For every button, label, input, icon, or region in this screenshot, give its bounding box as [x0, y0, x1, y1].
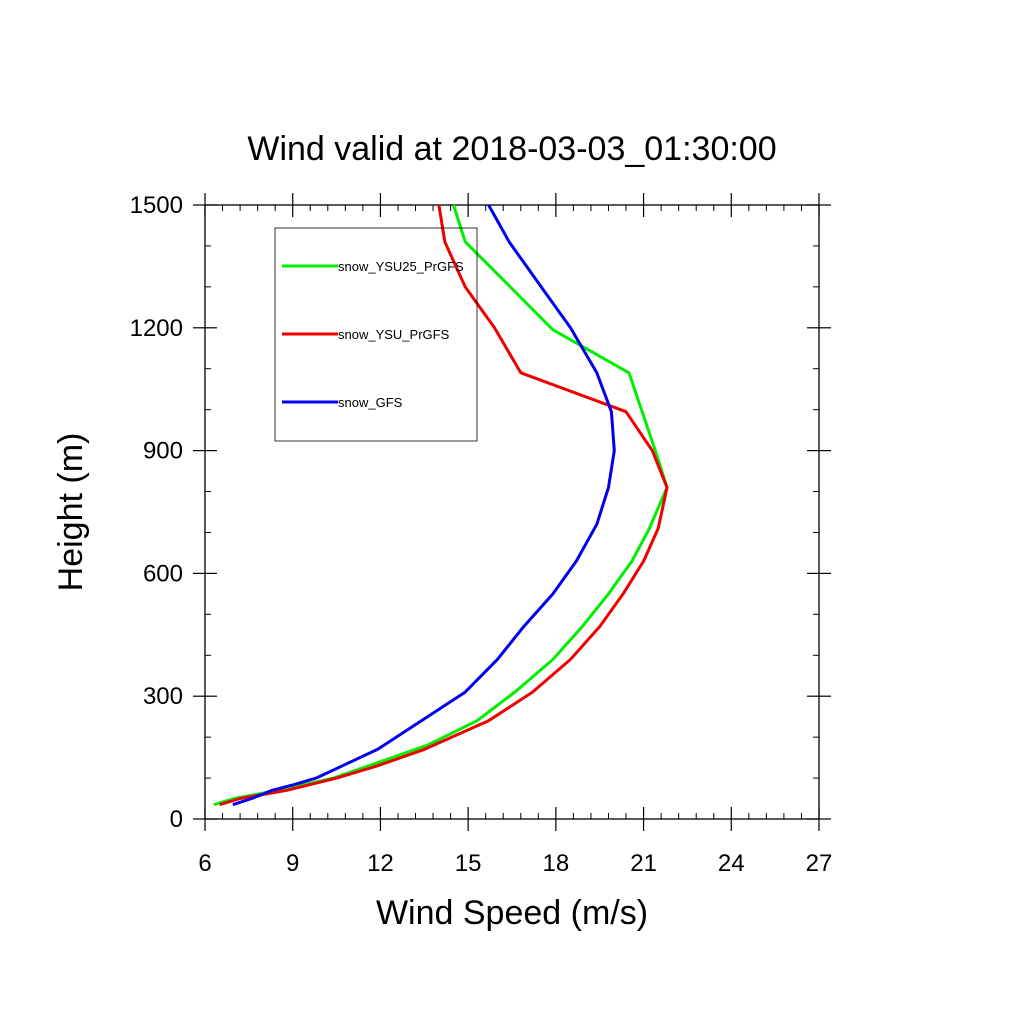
- series-line-snow_GFS: [232, 204, 616, 807]
- x-tick-label: 12: [367, 850, 394, 877]
- y-tick-label: 1500: [130, 192, 183, 219]
- x-tick-label: 18: [543, 850, 570, 877]
- x-tick-label: 6: [198, 850, 211, 877]
- legend-label: snow_GFS: [338, 395, 403, 410]
- series-line-snow_YSU_PrGFS: [219, 204, 669, 807]
- y-tick-label: 900: [143, 438, 183, 465]
- y-tick-label: 300: [143, 683, 183, 710]
- series-lines: [213, 204, 669, 807]
- y-tick-label: 1200: [130, 315, 183, 342]
- x-axis-ticks: 6 9 12 15 18 21 24 27: [198, 193, 832, 877]
- legend-box: [274, 227, 478, 442]
- x-tick-label: 24: [718, 850, 745, 877]
- legend: snow_YSU25_PrGFS snow_YSU_PrGFS snow_GFS: [274, 227, 478, 442]
- y-tick-label: 0: [170, 806, 183, 833]
- x-tick-label: 9: [286, 850, 299, 877]
- y-axis-ticks: 0 300 600 900 1200 1500: [130, 192, 831, 833]
- x-axis-label: Wind Speed (m/s): [376, 894, 648, 932]
- x-tick-label: 21: [630, 850, 657, 877]
- legend-label: snow_YSU_PrGFS: [338, 327, 450, 342]
- y-axis-label: Height (m): [52, 433, 90, 592]
- legend-items: snow_YSU25_PrGFS snow_YSU_PrGFS snow_GFS: [282, 259, 464, 410]
- legend-label: snow_YSU25_PrGFS: [338, 259, 464, 274]
- plot-frame: [204, 204, 820, 820]
- x-tick-label: 15: [455, 850, 482, 877]
- x-tick-label: 27: [806, 850, 833, 877]
- series-line-snow_YSU25_PrGFS: [213, 204, 669, 807]
- y-tick-label: 600: [143, 560, 183, 587]
- chart-title: Wind valid at 2018-03-03_01:30:00: [247, 130, 776, 168]
